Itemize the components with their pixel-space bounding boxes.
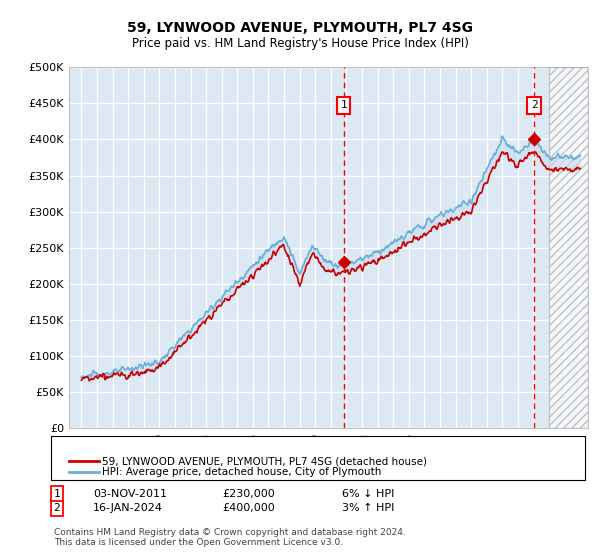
Text: 59, LYNWOOD AVENUE, PLYMOUTH, PL7 4SG: 59, LYNWOOD AVENUE, PLYMOUTH, PL7 4SG — [127, 21, 473, 35]
Text: HPI: Average price, detached house, City of Plymouth: HPI: Average price, detached house, City… — [102, 466, 382, 477]
Text: 59, LYNWOOD AVENUE, PLYMOUTH, PL7 4SG (detached house): 59, LYNWOOD AVENUE, PLYMOUTH, PL7 4SG (d… — [102, 456, 427, 466]
Text: £400,000: £400,000 — [222, 503, 275, 514]
Text: 16-JAN-2024: 16-JAN-2024 — [93, 503, 163, 514]
Text: 1: 1 — [340, 100, 347, 110]
Text: 2: 2 — [53, 503, 61, 514]
Text: Price paid vs. HM Land Registry's House Price Index (HPI): Price paid vs. HM Land Registry's House … — [131, 37, 469, 50]
Text: 1: 1 — [53, 489, 61, 499]
Text: £230,000: £230,000 — [222, 489, 275, 499]
Text: 3% ↑ HPI: 3% ↑ HPI — [342, 503, 394, 514]
Text: 6% ↓ HPI: 6% ↓ HPI — [342, 489, 394, 499]
Text: 2: 2 — [530, 100, 538, 110]
Text: Contains HM Land Registry data © Crown copyright and database right 2024.
This d: Contains HM Land Registry data © Crown c… — [54, 528, 406, 547]
Text: 03-NOV-2011: 03-NOV-2011 — [93, 489, 167, 499]
